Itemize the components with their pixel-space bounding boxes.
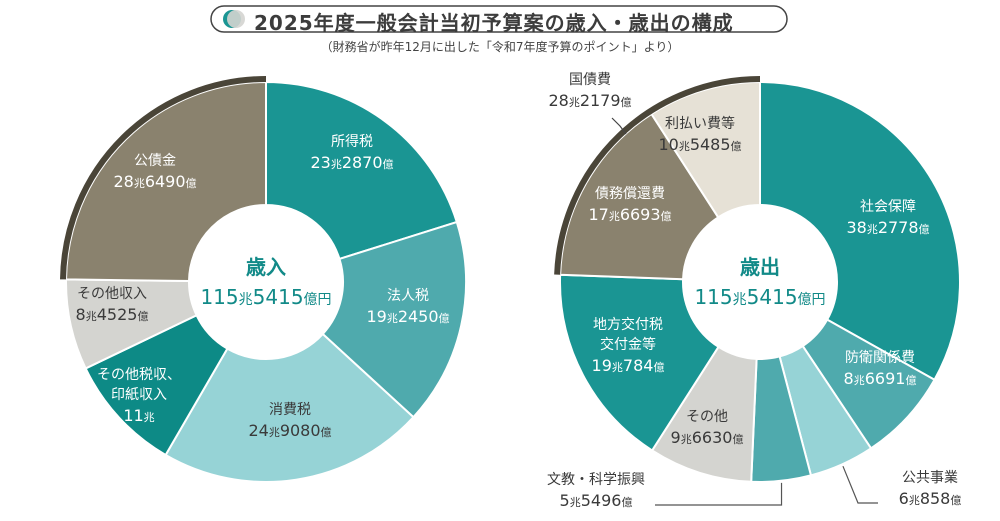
revenue-corporate-tax-label: 法人税 19兆2450億: [366, 288, 449, 326]
expense-slice-5: [559, 273, 720, 452]
title-banner-frame: [210, 5, 788, 33]
revenue-slice-5: [65, 80, 267, 283]
expense-debt-redemption-value-text: 17兆6693億: [588, 205, 671, 224]
revenue-slice-0: [265, 80, 459, 261]
expense-defense-label: 防衛関係費 8兆6691億: [844, 350, 917, 388]
revenue-consumption-tax-name-text: 消費税: [269, 402, 311, 418]
revenue-income-tax-label: 所得税 23兆2870億: [310, 133, 393, 172]
expense-public-works-name-text: 公共事業: [902, 470, 958, 486]
expense-other-label: その他 9兆6630億: [671, 409, 744, 447]
expense-social-security-label: 社会保障 38兆2778億: [846, 199, 929, 237]
revenue-center-hole: [191, 207, 341, 357]
revenue-center-label: 歳入: [246, 255, 286, 279]
expense-interest-value-text: 10兆5485億: [658, 135, 741, 154]
revenue-slice-1: [321, 220, 467, 419]
expense-slice-7: [650, 80, 761, 219]
source-note: （財務省が昨年12月に出した「令和7年度予算のポイント」より）: [320, 40, 680, 54]
expense-national-debt-name-text: 国債費: [569, 72, 611, 88]
expense-slice-6: [559, 112, 720, 281]
expense-social-security-name-text: 社会保障: [860, 199, 916, 215]
revenue-other-income-label: その他収入 8兆4525億: [76, 286, 149, 324]
expense-center-hole: [685, 207, 835, 357]
revenue-other-income-value-text: 8兆4525億: [76, 305, 149, 324]
revenue-income-tax-value-text: 23兆2870億: [310, 153, 393, 172]
expense-local-allocation-value-text: 19兆784億: [592, 356, 665, 375]
revenue-corporate-tax-name-text: 法人税: [387, 288, 429, 304]
expense-other-value-text: 9兆6630億: [671, 428, 744, 447]
expense-public-works-leader: [842, 465, 878, 504]
expense-center-total: 115兆5415億円: [694, 285, 825, 309]
revenue-income-tax-name-text: 所得税: [331, 133, 373, 150]
expense-interest-label: 利払い費等 10兆5485億: [658, 115, 741, 154]
expense-social-security-value-text: 38兆2778億: [846, 218, 929, 237]
revenue-center-total: 115兆5415億円: [200, 285, 331, 309]
expense-debt-redemption-label: 債務償還費 17兆6693億: [588, 186, 671, 224]
expense-local-allocation-name-text: 地方交付税: [593, 316, 663, 333]
expense-national-debt-leader: [611, 117, 627, 135]
expense-debt-redemption-name-text: 債務償還費: [595, 186, 665, 202]
expense-education-name-text: 文教・科学振興: [547, 472, 645, 488]
revenue-public-bonds-name-text: 公債金: [134, 153, 176, 169]
expense-national-debt-label: 国債費 28兆2179億: [548, 72, 631, 110]
expense-national-debt-value-text: 28兆2179億: [548, 91, 631, 110]
revenue-public-bonds-label: 公債金 28兆6490億: [113, 153, 196, 191]
page-title: 2025年度一般会計当初予算案の歳入・歳出の構成: [254, 11, 734, 35]
revenue-debt-band: [60, 76, 267, 280]
expense-public-works-value-text: 6兆858億: [899, 489, 962, 508]
expense-defense-name-text: 防衛関係費: [845, 350, 915, 366]
expense-debt-band: [554, 76, 761, 275]
revenue-slice-2: [164, 332, 415, 483]
expense-local-allocation-name-text: 交付金等: [600, 336, 656, 353]
title-banner: 2025年度一般会計当初予算案の歳入・歳出の構成: [210, 4, 790, 35]
revenue-consumption-tax-value-text: 24兆9080億: [248, 421, 331, 440]
expense-slice-0: [759, 80, 961, 382]
expense-public-works-label: 公共事業 6兆858億: [899, 470, 962, 508]
expense-center-label: 歳出: [740, 255, 780, 279]
revenue-other-tax-label: その他税収、印紙収入 11兆: [97, 367, 181, 425]
revenue-consumption-tax-label: 消費税 24兆9080億: [248, 402, 331, 440]
revenue-public-bonds-value-text: 28兆6490億: [113, 172, 196, 191]
expense-education-label: 文教・科学振興 5兆5496億: [547, 472, 645, 510]
revenue-other-tax-value-text: 11兆: [123, 406, 154, 425]
expense-defense-value-text: 8兆6691億: [844, 369, 917, 388]
expense-other-name-text: その他: [686, 409, 728, 425]
revenue-other-income-name-text: その他収入: [77, 286, 147, 302]
expense-education-leader: [655, 482, 783, 506]
revenue-corporate-tax-value-text: 19兆2450億: [366, 307, 449, 326]
revenue-other-tax-name-text: その他税収、: [97, 367, 181, 383]
expense-education-value-text: 5兆5496億: [560, 491, 633, 510]
revenue-other-tax-name-text: 印紙収入: [111, 387, 167, 403]
expense-interest-name-text: 利払い費等: [665, 115, 735, 132]
